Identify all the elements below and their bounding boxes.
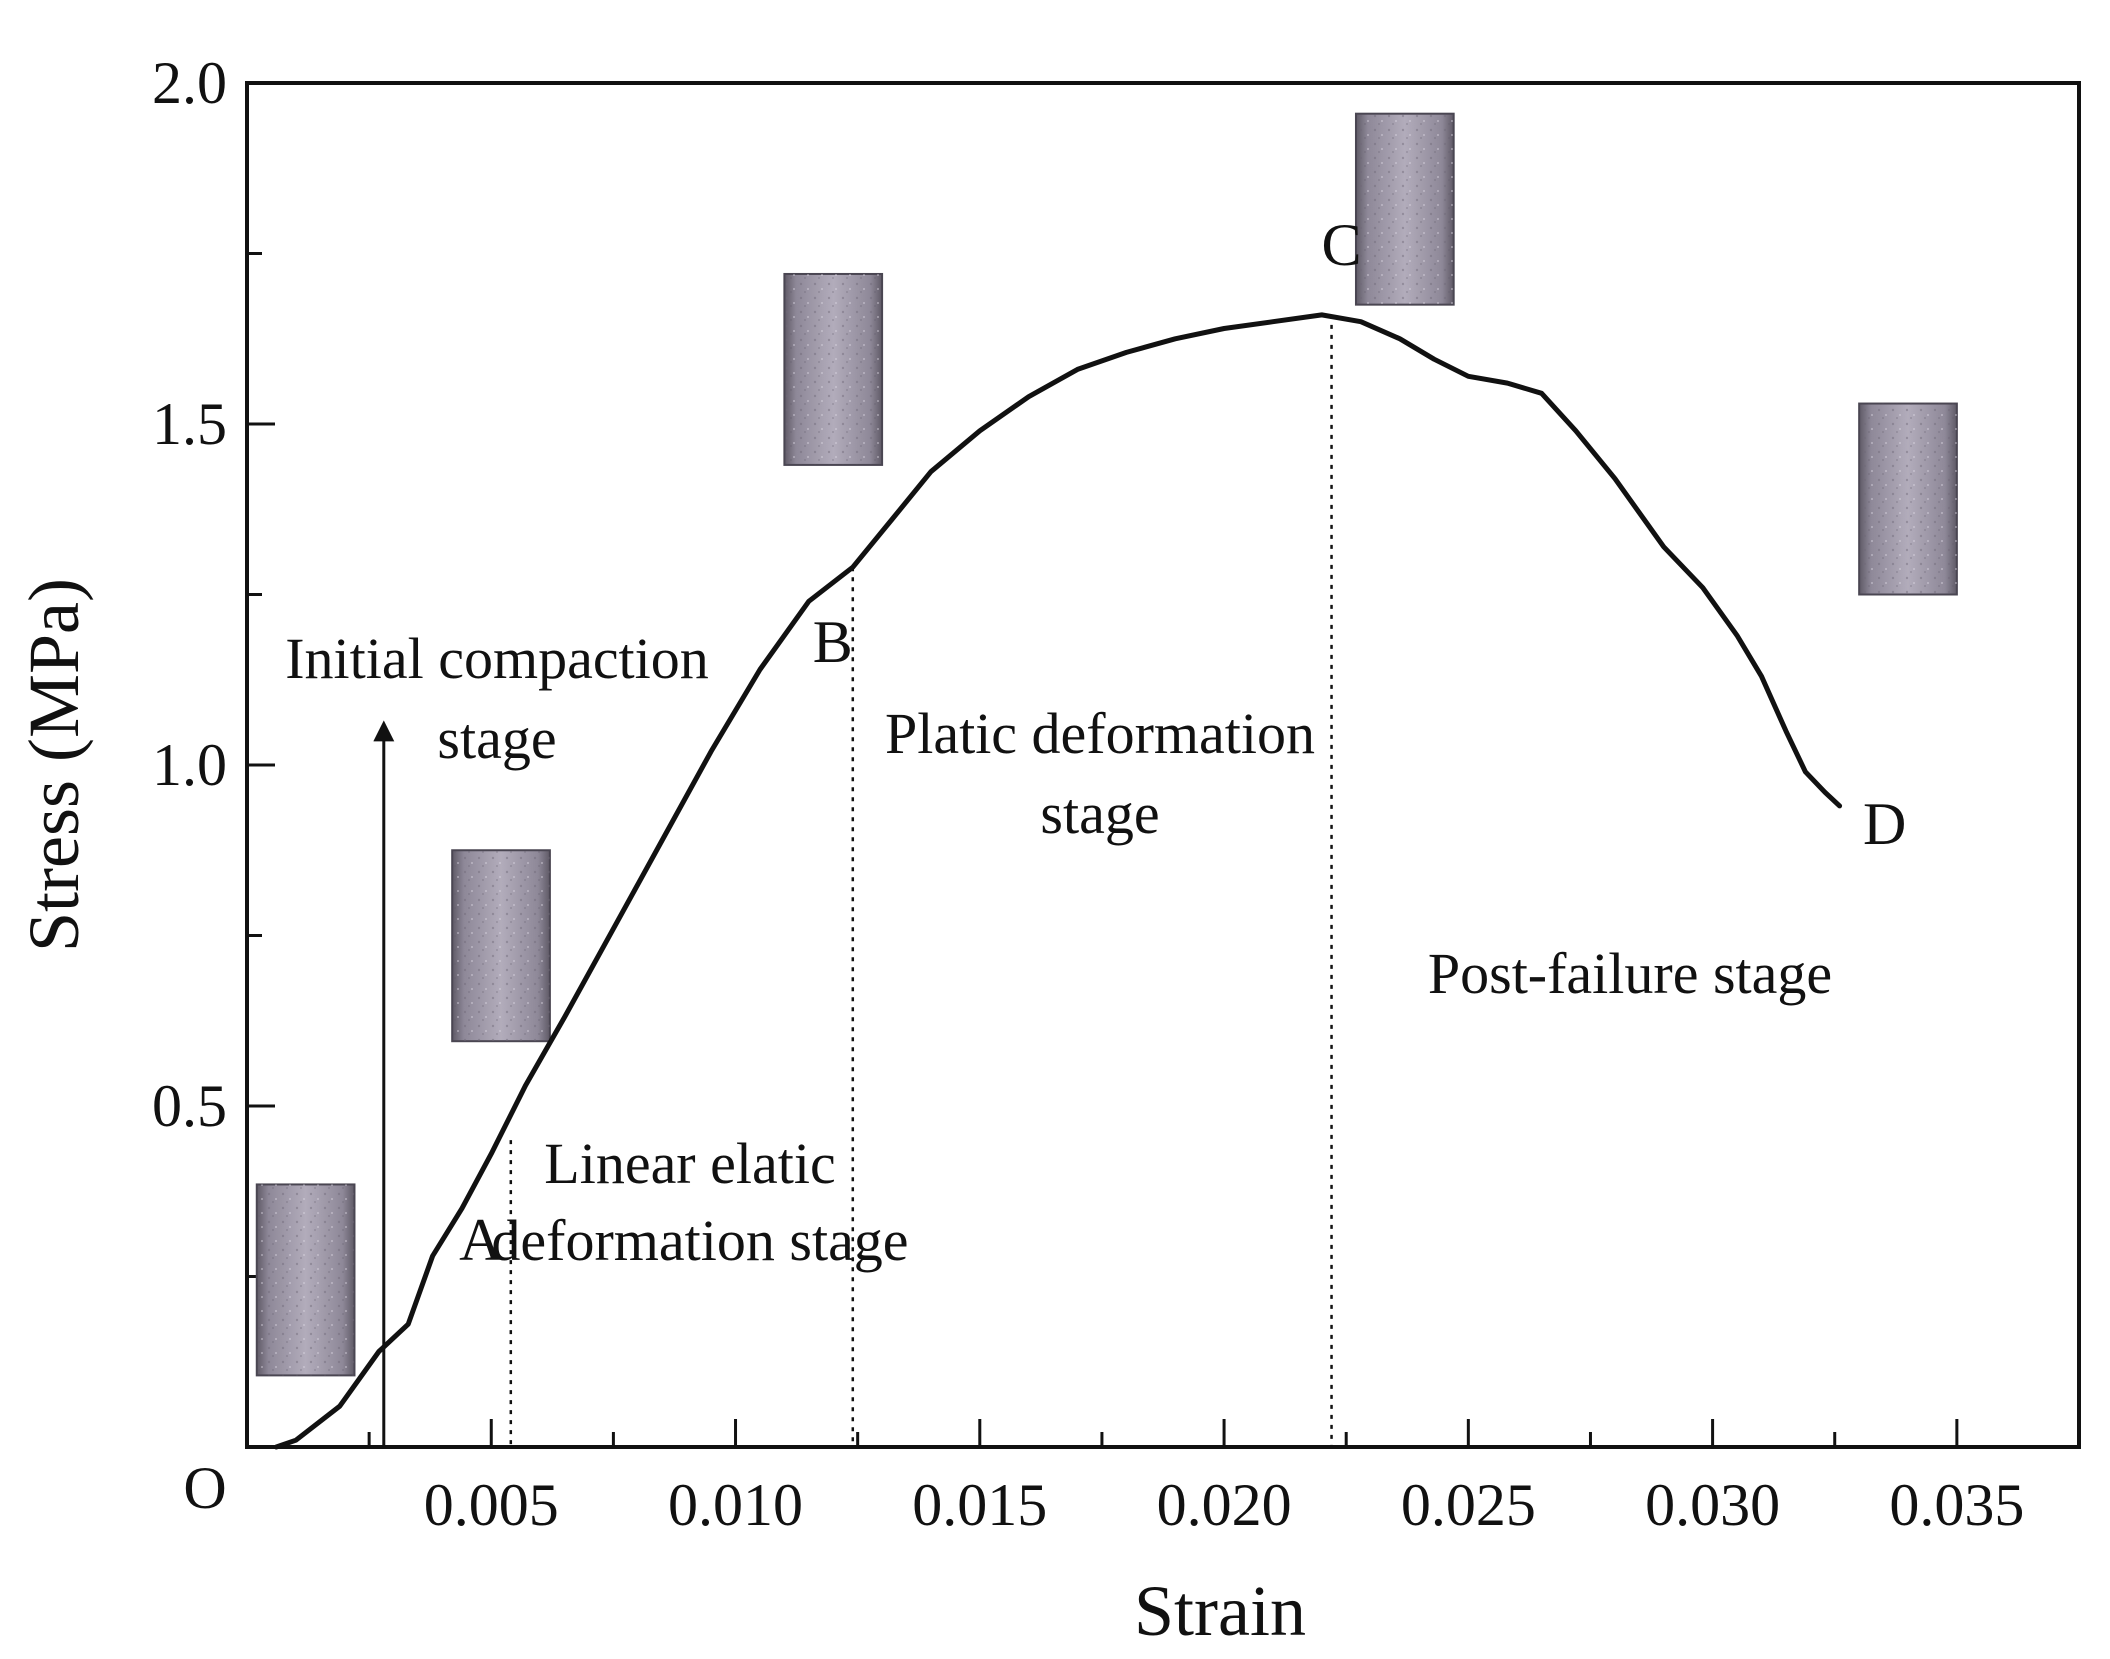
x-tick-label: 0.035	[1889, 1472, 2024, 1538]
y-tick-label: 0.5	[152, 1073, 227, 1139]
x-tick-label: 0.030	[1645, 1472, 1780, 1538]
point-label-b: B	[813, 609, 853, 675]
plastic-deformation-label-line2: stage	[1040, 781, 1159, 846]
specimen-image	[1858, 402, 1958, 596]
x-axis-title: Strain	[1134, 1571, 1306, 1651]
linear-elastic-label-line2: deformation stage	[491, 1208, 908, 1273]
y-tick-label: 2.0	[152, 50, 227, 116]
post-failure-label: Post-failure stage	[1428, 941, 1832, 1006]
point-label-a: A	[459, 1207, 502, 1273]
origin-label: O	[183, 1455, 226, 1521]
specimen-image	[1354, 112, 1455, 306]
point-label-c: C	[1322, 212, 1362, 278]
x-tick-label: 0.025	[1401, 1472, 1536, 1538]
initial-compaction-label-line1: Initial compaction	[285, 626, 709, 691]
specimen-image	[451, 849, 551, 1043]
specimen-image	[255, 1183, 356, 1377]
x-tick-label: 0.005	[424, 1472, 559, 1538]
stress-strain-curve	[273, 312, 1843, 1450]
specimen-image	[783, 272, 884, 466]
point-label-d: D	[1863, 791, 1906, 857]
stage-divider-lines	[509, 314, 1333, 1447]
specimen-images	[255, 112, 1958, 1377]
y-tick-label: 1.0	[152, 732, 227, 798]
point-labels: A B C D	[459, 212, 1906, 1273]
x-tick-label: 0.010	[668, 1472, 803, 1538]
initial-compaction-label-line2: stage	[437, 706, 556, 771]
x-tick-label: 0.015	[912, 1472, 1047, 1538]
x-tick-label: 0.020	[1157, 1472, 1292, 1538]
y-axis-title: Stress (MPa)	[14, 578, 94, 952]
y-tick-label: 1.5	[152, 391, 227, 457]
linear-elastic-label-line1: Linear elatic	[544, 1131, 835, 1196]
plastic-deformation-label-line1: Platic deformation	[885, 701, 1315, 766]
axis-ticks: 0.005 0.010 0.015 0.020 0.025 0.030 0.035 0.5 1.…	[152, 50, 2024, 1538]
